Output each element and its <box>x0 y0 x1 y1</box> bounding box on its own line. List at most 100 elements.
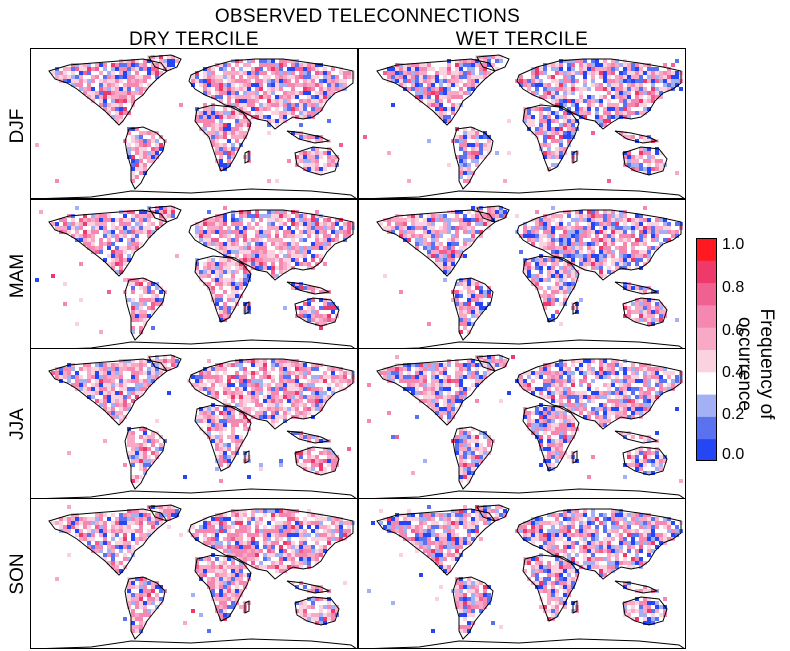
grid-cell <box>647 407 651 411</box>
grid-cell <box>91 226 95 230</box>
grid-cell <box>659 230 663 234</box>
coastline-madagascar <box>244 150 250 164</box>
grid-cell <box>307 222 311 226</box>
grid-cell <box>571 127 575 131</box>
grid-cell <box>251 258 255 262</box>
grid-cell <box>235 250 239 254</box>
grid-cell <box>623 266 627 270</box>
grid-cell <box>531 107 535 111</box>
grid-cell <box>267 218 271 222</box>
grid-cell <box>523 83 527 87</box>
grid-cell <box>139 326 143 330</box>
grid-cell <box>259 383 263 387</box>
grid-cell <box>547 87 551 91</box>
grid-cell <box>279 71 283 75</box>
grid-cell <box>91 218 95 222</box>
grid-cell <box>267 75 271 79</box>
grid-cell <box>235 115 239 119</box>
grid-cell <box>539 294 543 298</box>
grid-cell <box>651 67 655 71</box>
grid-cell <box>319 306 323 310</box>
grid-cell <box>655 151 659 155</box>
grid-cell <box>219 63 223 67</box>
grid-cell <box>219 79 223 83</box>
grid-cell <box>235 246 239 250</box>
grid-cell <box>283 234 287 238</box>
grid-cell <box>631 75 635 79</box>
grid-cell <box>635 95 639 99</box>
grid-cell <box>643 262 647 266</box>
grid-cell <box>139 451 143 455</box>
grid-cell <box>551 226 555 230</box>
grid-cell <box>295 234 299 238</box>
grid-cell <box>467 143 471 147</box>
grid-cell <box>627 218 631 222</box>
grid-cell <box>635 214 639 218</box>
grid-cell <box>211 119 215 123</box>
grid-cell <box>639 230 643 234</box>
grid-cell <box>307 383 311 387</box>
grid-cell <box>519 83 523 87</box>
grid-cell <box>403 226 407 230</box>
grid-cell <box>311 167 315 171</box>
grid-cell <box>195 270 199 274</box>
grid-cell <box>79 367 83 371</box>
grid-cell <box>135 302 139 306</box>
grid-cell <box>131 379 135 383</box>
grid-cell <box>547 363 551 367</box>
grid-cell <box>63 71 67 75</box>
grid-cell <box>623 387 627 391</box>
grid-cell <box>631 387 635 391</box>
grid-cell <box>263 407 267 411</box>
grid-cell <box>639 151 643 155</box>
grid-cell <box>207 67 211 71</box>
grid-cell <box>239 87 243 91</box>
grid-cell <box>259 246 263 250</box>
grid-cell <box>599 123 603 127</box>
grid-cell <box>271 407 275 411</box>
grid-cell <box>671 75 675 79</box>
grid-cell <box>427 234 431 238</box>
grid-cell <box>231 423 235 427</box>
grid-cell <box>239 95 243 99</box>
grid-cell <box>227 155 231 159</box>
grid-cell <box>243 131 247 135</box>
grid-cell <box>155 151 159 155</box>
grid-cell <box>639 286 643 290</box>
grid-cell <box>143 147 147 151</box>
grid-cell <box>299 214 303 218</box>
grid-cell <box>255 79 259 83</box>
grid-cell <box>131 171 135 175</box>
grid-cell <box>615 415 619 419</box>
grid-cell <box>455 371 459 375</box>
grid-cell <box>451 395 455 399</box>
grid-cell <box>487 210 491 214</box>
grid-cell <box>263 375 267 379</box>
grid-cell <box>195 75 199 79</box>
grid-cell <box>603 274 607 278</box>
grid-cell <box>83 218 87 222</box>
grid-cell <box>439 411 443 415</box>
grid-cell <box>259 218 263 222</box>
grid-cell <box>311 226 315 230</box>
grid-cell <box>211 266 215 270</box>
grid-cell <box>547 147 551 151</box>
grid-cell <box>127 131 131 135</box>
grid-cell <box>123 111 127 115</box>
grid-cell <box>147 222 151 226</box>
grid-cell <box>223 367 227 371</box>
grid-cell <box>131 250 135 254</box>
grid-cell <box>291 230 295 234</box>
grid-cell <box>279 375 283 379</box>
grid-cell <box>575 250 579 254</box>
grid-cell <box>639 167 643 171</box>
grid-cell <box>111 115 115 119</box>
grid-cell <box>307 407 311 411</box>
grid-cell <box>87 242 91 246</box>
grid-cell <box>619 387 623 391</box>
grid-cell <box>315 367 319 371</box>
grid-cell <box>575 214 579 218</box>
grid-cell <box>147 214 151 218</box>
grid-cell <box>635 310 639 314</box>
grid-cell <box>131 286 135 290</box>
